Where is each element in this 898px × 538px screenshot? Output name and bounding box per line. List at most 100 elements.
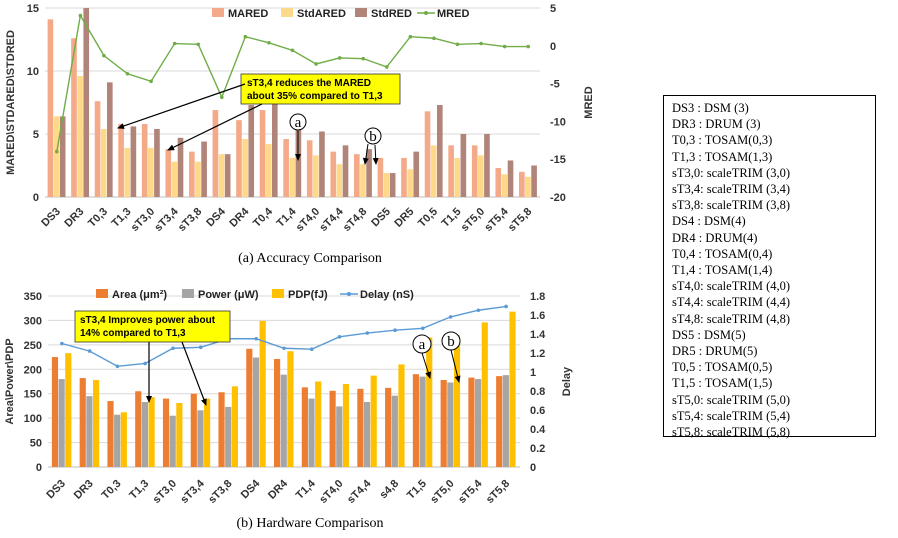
bar-stdred [484,134,490,197]
x-tick-label: sT5,4 [456,477,485,506]
x-tick-label: sT4,8 [341,206,369,234]
legend-label: MARED [228,8,268,20]
bar-stdared [124,147,131,197]
line-point [149,79,153,84]
x-tick-label: DR4 [227,205,252,230]
bar-mared [495,168,502,197]
bar-stdred [460,134,467,197]
line-point [87,349,92,353]
line-point [171,346,175,351]
bar-area-m [79,378,86,467]
bar-pdp-fj [176,402,183,467]
bar-pdp-fj [259,320,266,467]
bar-pdp-fj [509,311,516,467]
bar-stdared [407,169,413,197]
x-tick-label: DS4 [204,205,228,229]
bar-area-m [274,359,281,467]
line-point [60,341,64,346]
y2-tick-label: 1.2 [530,348,545,360]
y2-tick-label: 0.2 [530,443,545,455]
bar-stdred [59,116,66,197]
bar-stdred [201,141,207,197]
annotation-b-line1: sT3,4 Improves power about [80,315,216,326]
bar-stdared [242,139,248,197]
bar-power-w [197,410,204,467]
design-list-item: sT5,8: scaleTRIM (5,8) [672,425,791,440]
design-list-item: DR3 : DRUM (3) [672,117,761,132]
design-abbreviation-legend: DS3 : DSM (3) DR3 : DRUM (3) T0,3 : TOSA… [663,95,876,440]
legend-label: Area (μm²) [112,289,167,301]
line-point [115,364,120,369]
bar-stdared [454,157,461,197]
design-list-item: sT4,0: scaleTRIM (4,0) [672,279,791,294]
bar-stdred [413,151,420,197]
bar-power-w [447,382,454,467]
y-axis-title: Area\Power\PDP [4,338,16,424]
bar-mared [401,157,407,197]
x-tick-label: s4,8 [378,478,402,502]
bar-area-m [301,387,308,467]
mark-b-arrow-top2 [372,144,379,165]
legend-swatch [212,8,224,17]
line-point [282,346,286,351]
legend-swatch [355,8,367,17]
x-tick-label: T0,4 [251,205,276,230]
bar-mared [377,157,384,197]
y2-tick-label: 1.8 [530,291,545,303]
bar-stdared [289,157,296,197]
legend-swatch-dot [424,11,428,15]
x-tick-label: DS3 [39,206,63,230]
x-tick-label: sT3,8 [176,206,204,234]
line-point [408,34,413,39]
bar-mared [189,151,195,197]
legend-swatch [281,8,293,17]
bar-pdp-fj [231,386,238,467]
line-point [337,335,342,339]
bar-stdred [531,165,537,197]
bar-mared [236,120,242,197]
bar-stdared [53,116,60,197]
design-list-item: sT3,0: scaleTRIM (3,0) [672,165,791,180]
annotation-b-arrow2 [181,341,207,406]
bar-stdared [383,173,390,197]
mark-b-circle-top [364,127,382,145]
bar-pdp-fj [315,381,322,467]
line-point [172,41,177,46]
y-tick-label: 10 [27,66,39,78]
y-tick-label: 200 [24,364,42,376]
annotation-a-line2: about 35% compared to T1,3 [247,91,383,102]
line-point [314,62,318,66]
line-point [361,56,366,61]
bar-stdred [319,131,325,197]
bar-stdared [100,128,107,197]
x-tick-label: sT4,4 [317,205,346,234]
line-point [125,71,130,76]
legend-swatch [96,289,108,298]
bar-area-m [218,392,225,467]
bar-pdp-fj [65,353,72,467]
bar-mared [212,110,219,197]
bar-stdared [501,174,508,197]
bar-pdp-fj [453,335,461,467]
bar-mared [71,38,77,197]
design-list-item: DS5 : DSM(5) [672,327,746,342]
bar-stdared [218,154,225,197]
bar-power-w [308,398,315,467]
bar-mared [519,171,525,197]
bar-area-m [107,401,114,467]
legend-swatch-dot [347,292,351,296]
legend-swatch [182,289,194,298]
bar-stdred [507,160,514,197]
line-point [78,13,83,18]
bar-pdp-fj [426,337,433,467]
line-point [455,42,460,47]
y2-tick-label: 0.4 [530,424,546,436]
x-tick-label: sT4,0 [317,478,345,506]
x-tick-label: DR3 [72,478,96,502]
line-point [526,44,531,49]
x-tick-label: T0,3 [86,206,110,230]
legend-label: Delay (nS) [360,289,414,301]
bar-pdp-fj [204,398,211,467]
bar-power-w [391,395,398,467]
